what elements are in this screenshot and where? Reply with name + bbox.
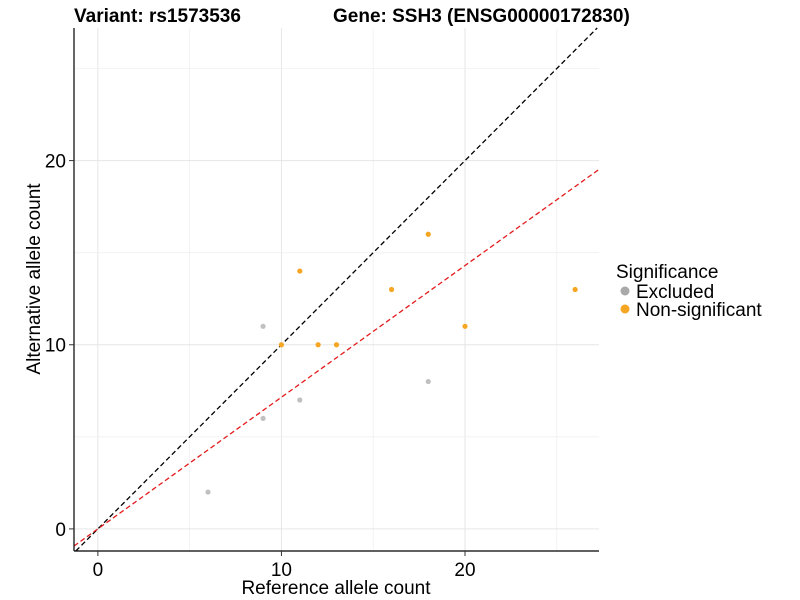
point-excluded — [297, 397, 303, 403]
legend-label-non-significant: Non-significant — [636, 300, 762, 321]
legend: Significance Excluded Non-significant — [616, 262, 762, 321]
data-points — [205, 231, 578, 495]
chart-subtitle: Gene: SSH3 (ENSG00000172830) — [333, 6, 630, 27]
legend-title: Significance — [616, 262, 718, 283]
point-excluded — [205, 489, 211, 495]
point-excluded — [425, 378, 431, 385]
chart-title: Variant: rs1573536 — [74, 6, 241, 27]
x-tick-label: 0 — [93, 560, 104, 581]
point-non-significant — [315, 342, 321, 348]
reference-line-identity — [75, 27, 598, 552]
axes — [73, 28, 599, 552]
point-non-significant — [388, 286, 395, 293]
point-excluded — [260, 323, 266, 329]
point-excluded — [260, 415, 266, 422]
point-non-significant — [297, 268, 303, 274]
point-non-significant — [572, 286, 578, 293]
point-non-significant — [462, 323, 468, 329]
reference-lines — [73, 27, 600, 552]
x-tick-label: 10 — [271, 560, 292, 581]
tick-labels: 0 10 20 0 10 20 — [45, 152, 476, 581]
legend-swatch-non-significant — [620, 304, 630, 314]
point-non-significant — [425, 231, 431, 237]
y-tick-label: 20 — [45, 152, 66, 173]
x-tick-label: 20 — [454, 560, 475, 581]
y-tick-label: 0 — [55, 520, 66, 541]
point-non-significant — [278, 342, 285, 348]
point-non-significant — [333, 342, 340, 348]
x-axis-title: Reference allele count — [241, 578, 431, 599]
legend-label-excluded: Excluded — [636, 282, 714, 303]
y-axis-title: Alternative allele count — [24, 183, 45, 375]
reference-line-fit — [73, 168, 600, 547]
y-tick-label: 10 — [45, 336, 66, 357]
legend-swatch-excluded — [620, 286, 630, 296]
